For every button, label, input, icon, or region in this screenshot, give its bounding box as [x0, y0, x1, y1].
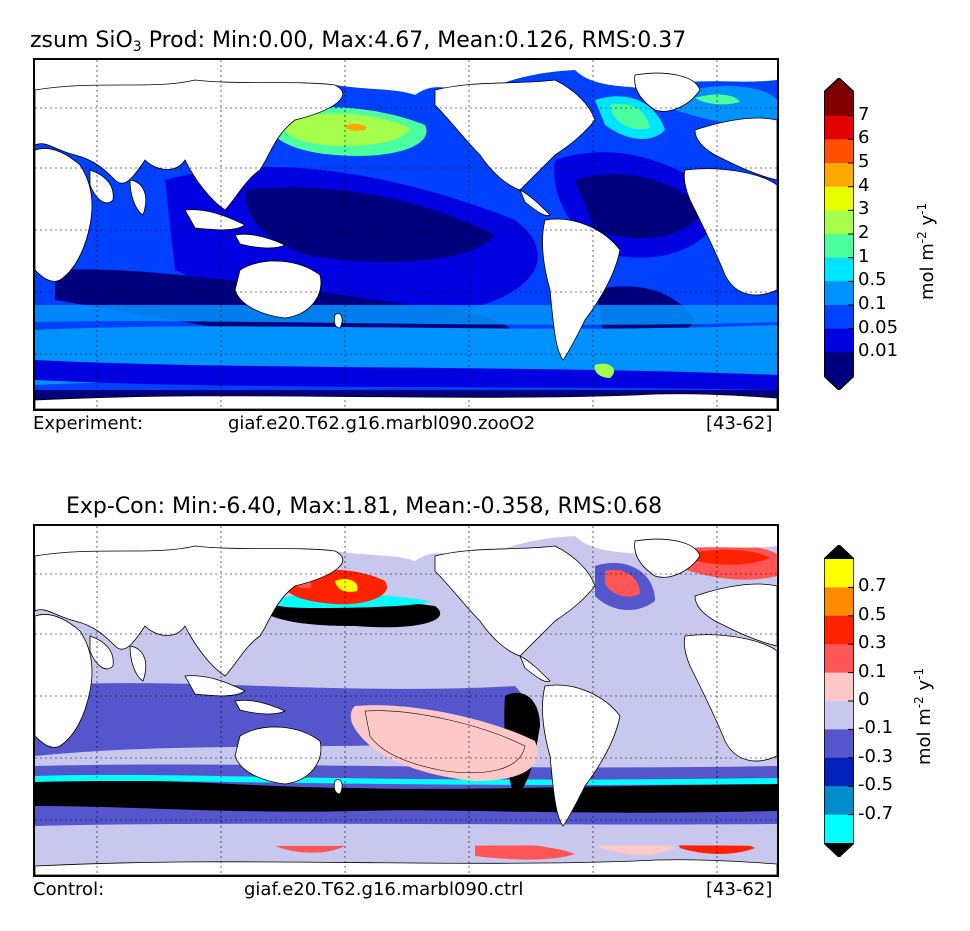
- top-map-title: zsum SiO3 Prod: Min:0.00, Max:4.67, Mean…: [30, 28, 686, 55]
- top-unit-exp1: -2: [915, 231, 929, 244]
- bottom-unit-mid: y: [914, 679, 935, 697]
- bottom-unit-text: mol m: [914, 708, 935, 765]
- top-footer-right: [43-62]: [706, 413, 773, 434]
- bottom-unit-exp1: -2: [912, 696, 926, 709]
- top-colorbar-tick-label: 6: [858, 127, 870, 149]
- bottom-footer-center: giaf.e20.T62.g16.marbl090.ctrl: [244, 879, 524, 900]
- top-colorbar-swatch: [824, 352, 854, 377]
- top-colorbar-swatch: [824, 257, 854, 282]
- bottom-colorbar-tick-label: -0.3: [858, 745, 894, 767]
- top-colorbar-swatch: [824, 139, 854, 164]
- top-colorbar-tick-label: 0.5: [858, 269, 887, 291]
- bottom-colorbar-unit: mol m-2 y-1: [912, 668, 935, 765]
- bottom-colorbar-tick-label: 0.7: [858, 575, 887, 597]
- bottom-colorbar-extend-bottom: [824, 843, 854, 857]
- top-colorbar-tick-label: 0.1: [858, 293, 887, 314]
- top-colorbar-swatch: [824, 210, 854, 235]
- top-colorbar-tick-label: 1: [858, 245, 870, 267]
- top-colorbar-swatch: [824, 281, 854, 306]
- bottom-colorbar-tick-label: 0.1: [858, 660, 887, 682]
- bottom-colorbar-swatch: [824, 644, 854, 674]
- bottom-map-svg: [35, 526, 777, 875]
- top-colorbar-swatch: [824, 163, 854, 188]
- bottom-map: [33, 524, 779, 877]
- bottom-footer-right: [43-62]: [706, 879, 773, 900]
- top-colorbar-extend-top: [824, 78, 854, 92]
- top-colorbar-swatch: [824, 328, 854, 353]
- bottom-colorbar-swatch: [824, 587, 854, 617]
- top-colorbar-tick-label: 3: [858, 198, 870, 220]
- top-footer-center: giaf.e20.T62.g16.marbl090.zooO2: [228, 413, 536, 434]
- top-map-svg: [35, 60, 777, 409]
- top-colorbar-swatch: [824, 115, 854, 140]
- top-title-prefix: zsum SiO: [30, 28, 133, 53]
- top-map: [33, 58, 779, 411]
- bottom-colorbar-tick-label: -0.7: [858, 802, 894, 824]
- top-colorbar-svg: [823, 76, 855, 392]
- top-colorbar: [823, 76, 855, 392]
- top-title-stats: Prod: Min:0.00, Max:4.67, Mean:0.126, RM…: [141, 28, 687, 53]
- bottom-colorbar-swatch: [824, 786, 854, 816]
- top-colorbar-swatch: [824, 186, 854, 211]
- top-colorbar-swatch: [824, 92, 854, 117]
- top-unit-mid: y: [917, 214, 938, 232]
- bottom-colorbar-tick-label: 0.5: [858, 603, 887, 625]
- top-colorbar-swatch: [824, 234, 854, 259]
- top-colorbar-tick-label: 5: [858, 151, 870, 172]
- bottom-colorbar-swatch: [824, 615, 854, 645]
- bottom-colorbar-swatch: [824, 814, 854, 844]
- top-colorbar-tick-label: 0.05: [858, 316, 899, 338]
- bottom-colorbar-svg: [823, 543, 855, 859]
- bottom-unit-exp2: -1: [912, 667, 926, 680]
- top-colorbar-tick-label: 4: [858, 174, 870, 196]
- bottom-colorbar-tick-label: -0.1: [858, 717, 894, 739]
- top-title-subscript: 3: [132, 39, 142, 55]
- top-colorbar-tick-label: 7: [858, 103, 870, 125]
- bottom-colorbar-tick-label: -0.5: [858, 774, 894, 796]
- bottom-footer-left: Control:: [33, 879, 105, 900]
- bottom-colorbar-swatch: [824, 672, 854, 702]
- bottom-colorbar: [823, 543, 855, 859]
- bottom-colorbar-swatch: [824, 701, 854, 730]
- top-colorbar-tick-label: 2: [858, 222, 870, 243]
- bottom-colorbar-swatch: [824, 559, 854, 588]
- bottom-colorbar-swatch: [824, 729, 854, 759]
- top-colorbar-swatch: [824, 305, 854, 330]
- bottom-colorbar-tick-label: 0: [858, 689, 870, 710]
- top-unit-text: mol m: [917, 243, 938, 300]
- top-unit-exp2: -1: [915, 202, 929, 215]
- bottom-colorbar-extend-top: [824, 545, 854, 559]
- bottom-colorbar-tick-label: 0.3: [858, 632, 887, 654]
- bottom-map-title: Exp-Con: Min:-6.40, Max:1.81, Mean:-0.35…: [66, 494, 663, 519]
- bottom-colorbar-swatch: [824, 757, 854, 787]
- top-footer-left: Experiment:: [33, 413, 144, 434]
- top-colorbar-extend-bottom: [824, 376, 854, 390]
- top-colorbar-tick-label: 0.01: [858, 340, 899, 362]
- top-colorbar-unit: mol m-2 y-1: [915, 203, 938, 300]
